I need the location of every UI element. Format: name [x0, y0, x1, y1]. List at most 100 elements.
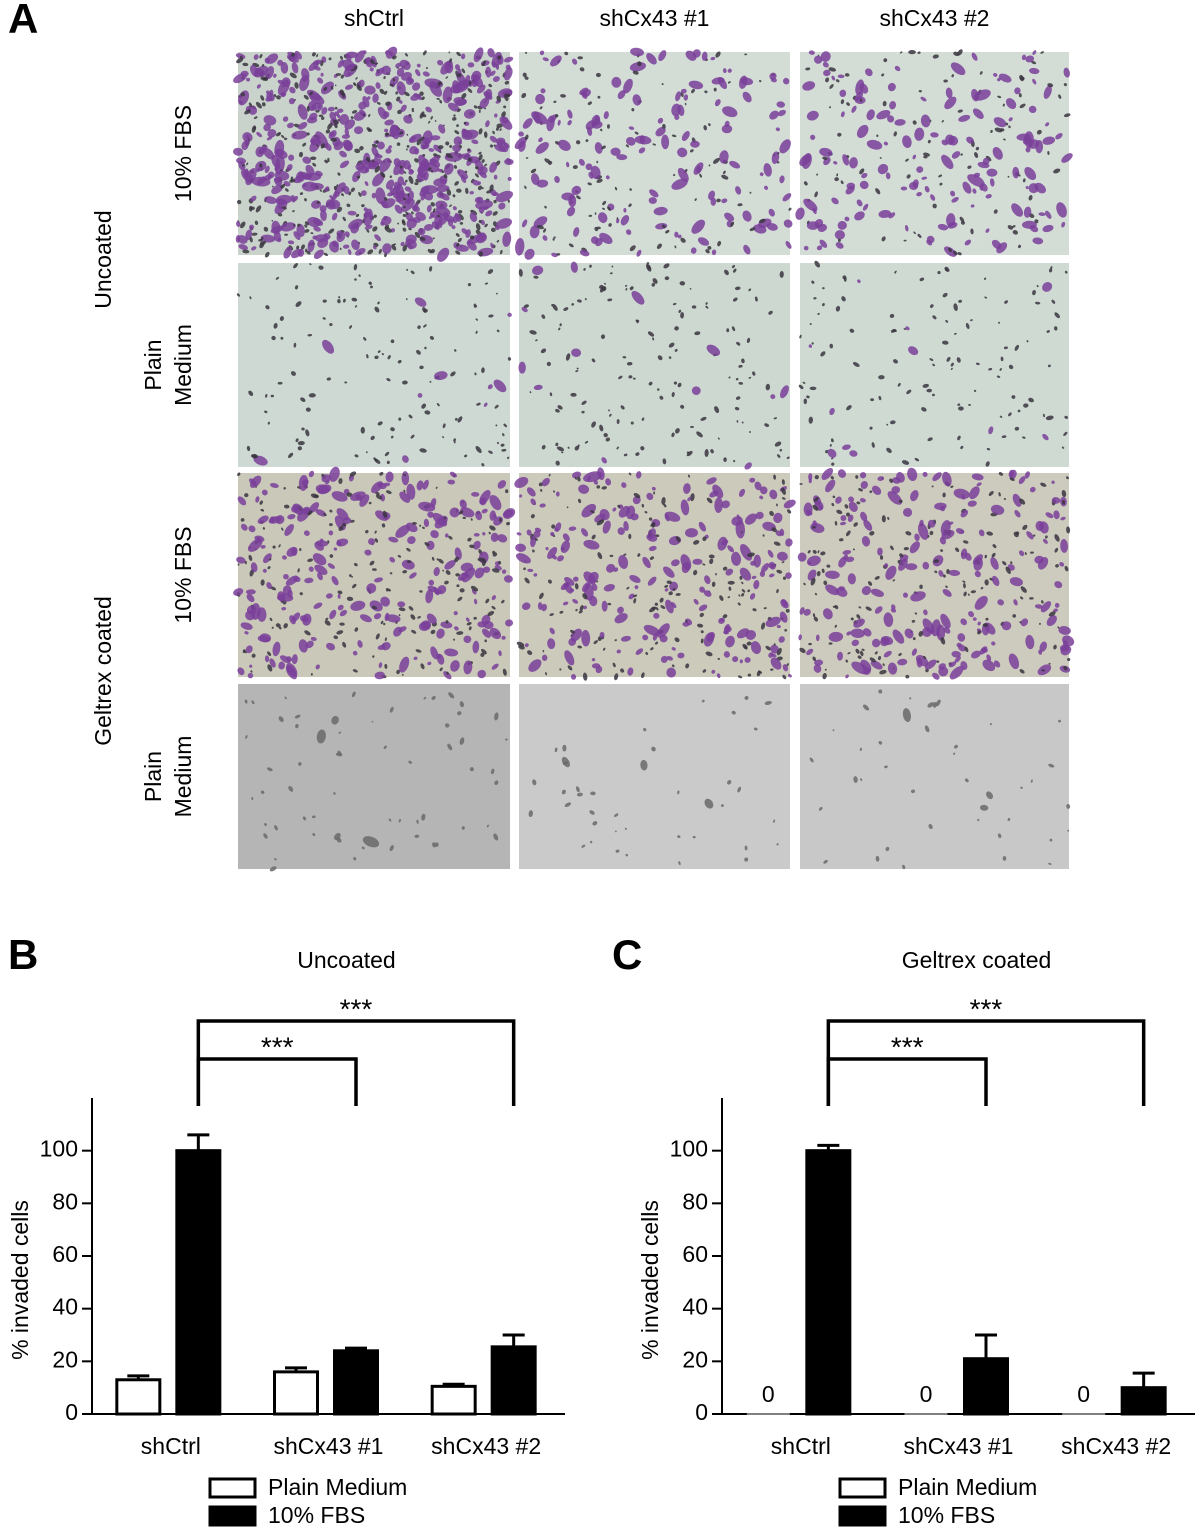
cell: [421, 96, 425, 101]
cell: [419, 236, 426, 241]
cell: [680, 404, 685, 409]
cell: [260, 147, 266, 155]
cell: [831, 197, 839, 205]
cell: [626, 362, 633, 366]
cell: [452, 117, 457, 121]
cell: [416, 138, 422, 146]
cell: [559, 323, 562, 327]
cell: [293, 263, 298, 269]
cell: [944, 96, 957, 110]
cell: [571, 185, 582, 196]
cell: [305, 407, 311, 412]
cell: [493, 174, 498, 180]
cell: [636, 249, 642, 257]
cell: [923, 152, 930, 157]
cell: [454, 130, 460, 135]
cell: [710, 56, 716, 61]
cell: [803, 181, 808, 186]
cell: [412, 217, 421, 223]
cell: [675, 428, 680, 434]
cell: [294, 285, 299, 290]
cell: [449, 204, 452, 208]
cell: [777, 161, 780, 164]
cell: [341, 59, 355, 70]
cell: [495, 424, 498, 427]
cell: [536, 179, 549, 188]
cell: [426, 204, 432, 213]
cell: [445, 141, 450, 146]
cell: [334, 106, 338, 110]
cell: [429, 335, 434, 340]
cell: [481, 463, 485, 467]
cell: [307, 239, 315, 253]
cell: [478, 154, 483, 161]
cell: [264, 251, 270, 258]
cell: [587, 182, 592, 186]
x-tick-label: shCx43 #2: [1061, 1433, 1171, 1459]
cell: [419, 365, 424, 370]
cell: [328, 228, 335, 234]
cell: [825, 77, 830, 83]
cell: [529, 225, 540, 239]
cell: [735, 377, 739, 381]
cell: [350, 65, 358, 72]
cell: [250, 195, 257, 202]
cell: [344, 84, 354, 90]
cell: [359, 145, 364, 151]
cell: [322, 299, 327, 303]
cell: [485, 66, 492, 78]
y-tick-label: 100: [40, 1136, 78, 1162]
legend-swatch: [208, 1505, 257, 1527]
cell: [503, 67, 513, 81]
cell: [970, 204, 975, 208]
cell: [690, 140, 700, 148]
cell: [834, 177, 839, 182]
cell: [310, 156, 317, 161]
cell: [339, 160, 350, 169]
micrograph: [514, 467, 796, 681]
cell: [731, 264, 736, 269]
cell: [851, 105, 857, 113]
significance-label: ***: [970, 993, 1003, 1024]
cell: [499, 116, 513, 130]
cell: [653, 206, 668, 216]
micrograph-bg: [519, 263, 790, 467]
cell: [453, 114, 456, 117]
cell: [844, 216, 850, 222]
cell: [596, 178, 603, 183]
cell: [603, 111, 609, 120]
cell: [399, 168, 405, 175]
cell: [443, 163, 454, 175]
cell: [255, 101, 262, 109]
cell: [550, 55, 562, 67]
cell: [786, 456, 790, 460]
cell: [248, 205, 253, 212]
cell: [471, 79, 479, 88]
cell: [354, 50, 365, 63]
cell: [408, 414, 413, 419]
cell: [878, 209, 892, 219]
cell: [443, 214, 455, 223]
cell: [481, 159, 485, 163]
legend-label: 10% FBS: [268, 1502, 365, 1528]
cell: [312, 59, 322, 66]
cell: [819, 147, 833, 157]
cell: [506, 93, 511, 97]
cell: [293, 342, 297, 348]
cell: [529, 391, 532, 394]
cell: [328, 199, 341, 210]
cell: [588, 171, 594, 179]
cell: [336, 231, 346, 243]
cell: [997, 95, 1002, 99]
cell: [280, 336, 284, 340]
cell: [344, 231, 350, 237]
cell: [659, 395, 664, 400]
cell: [355, 77, 358, 80]
cell: [952, 221, 956, 226]
cell: [566, 206, 576, 217]
cell: [766, 223, 778, 231]
cell: [325, 129, 331, 134]
micrograph: [238, 684, 510, 872]
cell: [455, 250, 461, 255]
cell: [840, 180, 844, 185]
